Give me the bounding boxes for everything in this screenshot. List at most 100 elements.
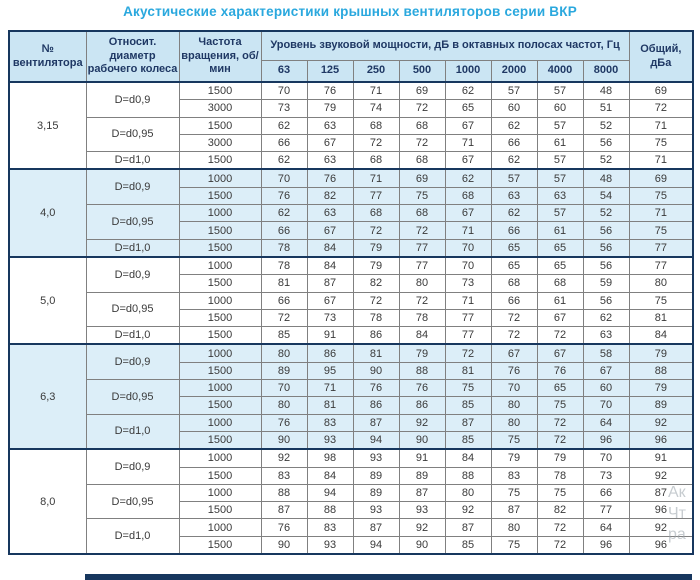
- spl-value-cell: 79: [398, 343, 446, 363]
- spl-value-cell: 68: [352, 151, 400, 170]
- header-freq-4000: 4000: [536, 60, 584, 83]
- spl-value-cell: 63: [306, 151, 354, 170]
- spl-value-cell: 62: [260, 116, 308, 135]
- table-row: 3000 66 67 72 72 71 66 61 56 75: [9, 133, 694, 153]
- total-dba-cell: 87: [628, 483, 694, 503]
- spl-value-cell: 66: [260, 291, 308, 310]
- spl-value-cell: 65: [536, 379, 584, 398]
- spl-value-cell: 59: [582, 274, 630, 293]
- header-sound-power: Уровень звуковой мощности, дБ в октавных…: [260, 30, 630, 61]
- spl-value-cell: 77: [582, 501, 630, 520]
- total-dba-cell: 71: [628, 116, 694, 135]
- table-row: 8,0 D=d0,9 1000 92 98 93 91 84 79 79 70 91: [8, 448, 694, 555]
- table-row: 6,3 D=d0,9 1000 80 86 81 79 72 67 67 58 79: [8, 343, 694, 450]
- spl-value-cell: 72: [536, 413, 584, 432]
- header-freq-125: 125: [306, 60, 354, 83]
- header-diameter: Относит. диаметр рабочего колеса: [85, 30, 180, 83]
- spl-value-cell: 87: [490, 501, 538, 520]
- header-row-frequencies: 63 125 250 500 1000 2000 4000 8000: [9, 60, 693, 83]
- spl-value-cell: 64: [582, 518, 630, 537]
- spl-value-cell: 60: [536, 99, 584, 118]
- spl-value-cell: 68: [352, 204, 400, 223]
- spl-value-cell: 58: [582, 343, 630, 363]
- spl-value-cell: 76: [306, 81, 354, 101]
- rpm-cell: 1000: [178, 291, 262, 310]
- total-dba-cell: 71: [628, 151, 694, 170]
- rpm-cell: 1000: [178, 255, 262, 276]
- total-dba-cell: 96: [628, 430, 694, 450]
- spl-value-cell: 66: [490, 221, 538, 240]
- fan-number-cell: 5,0: [8, 255, 87, 345]
- spl-value-cell: 63: [536, 186, 584, 206]
- spl-value-cell: 98: [306, 448, 354, 468]
- spl-value-cell: 82: [536, 501, 584, 520]
- spl-value-cell: 63: [582, 326, 630, 345]
- fan-number-cell: 8,0: [8, 448, 87, 555]
- spl-value-cell: 79: [352, 238, 400, 258]
- spl-value-cell: 72: [352, 291, 400, 310]
- total-dba-cell: 80: [628, 274, 694, 293]
- spl-value-cell: 67: [444, 116, 492, 135]
- spl-value-cell: 93: [352, 448, 400, 468]
- diameter-cell: D=d0,9: [85, 168, 180, 206]
- table-row: 1500 66 67 72 72 71 66 61 56 75: [9, 221, 694, 240]
- rpm-cell: 1000: [178, 518, 262, 537]
- spl-value-cell: 81: [444, 361, 492, 381]
- header-freq-2000: 2000: [490, 60, 538, 83]
- spl-value-cell: 57: [536, 168, 584, 188]
- spl-value-cell: 52: [582, 151, 630, 170]
- spl-value-cell: 82: [306, 186, 354, 206]
- spl-value-cell: 77: [398, 238, 446, 258]
- spl-value-cell: 79: [352, 255, 400, 276]
- spl-value-cell: 57: [490, 81, 538, 101]
- total-dba-cell: 75: [628, 221, 694, 240]
- rpm-cell: 1000: [178, 204, 262, 223]
- spl-value-cell: 91: [398, 448, 446, 468]
- spl-value-cell: 90: [260, 430, 308, 450]
- header-freq-8000: 8000: [582, 60, 630, 83]
- table-row: 1500 87 88 93 93 92 87 82 77 96: [9, 501, 694, 520]
- spl-value-cell: 86: [352, 326, 400, 345]
- total-dba-cell: 92: [628, 466, 694, 485]
- spl-value-cell: 80: [490, 396, 538, 415]
- spl-value-cell: 77: [444, 326, 492, 345]
- table-row: 1500 83 84 89 89 88 83 78 73 92: [9, 466, 694, 485]
- spl-value-cell: 84: [306, 255, 354, 276]
- rpm-cell: 1500: [178, 238, 262, 258]
- spl-value-cell: 88: [306, 501, 354, 520]
- spl-value-cell: 52: [582, 116, 630, 135]
- spl-value-cell: 70: [260, 379, 308, 398]
- header-freq-250: 250: [352, 60, 400, 83]
- spl-value-cell: 77: [444, 308, 492, 328]
- total-dba-cell: 77: [628, 238, 694, 258]
- spl-value-cell: 79: [306, 99, 354, 118]
- spl-value-cell: 83: [306, 413, 354, 432]
- spl-value-cell: 71: [352, 168, 400, 188]
- spl-value-cell: 56: [582, 238, 630, 258]
- spl-value-cell: 87: [398, 483, 446, 503]
- rpm-cell: 1500: [178, 151, 262, 170]
- spl-value-cell: 73: [582, 466, 630, 485]
- spl-value-cell: 75: [490, 535, 538, 555]
- spl-value-cell: 66: [490, 133, 538, 153]
- spl-value-cell: 76: [306, 168, 354, 188]
- table-row: 1500 81 87 82 80 73 68 68 59 80: [9, 274, 694, 293]
- table-row: 1500 90 93 94 90 85 75 72 96 96: [9, 535, 694, 555]
- spl-value-cell: 76: [260, 518, 308, 537]
- spl-value-cell: 84: [398, 326, 446, 345]
- spl-value-cell: 92: [260, 448, 308, 468]
- spl-value-cell: 61: [536, 133, 584, 153]
- diameter-cell: D=d1,0: [85, 151, 180, 170]
- spl-value-cell: 81: [352, 343, 400, 363]
- spl-value-cell: 69: [398, 81, 446, 101]
- diameter-cell: D=d0,95: [85, 291, 180, 328]
- spl-value-cell: 80: [260, 343, 308, 363]
- spl-value-cell: 76: [260, 186, 308, 206]
- total-dba-cell: 96: [628, 501, 694, 520]
- spl-value-cell: 74: [352, 99, 400, 118]
- spl-value-cell: 70: [582, 448, 630, 468]
- spl-value-cell: 73: [260, 99, 308, 118]
- spl-value-cell: 80: [490, 518, 538, 537]
- spl-value-cell: 56: [582, 133, 630, 153]
- acoustic-characteristics-table: № вентилятора Относит. диаметр рабочего …: [8, 30, 695, 556]
